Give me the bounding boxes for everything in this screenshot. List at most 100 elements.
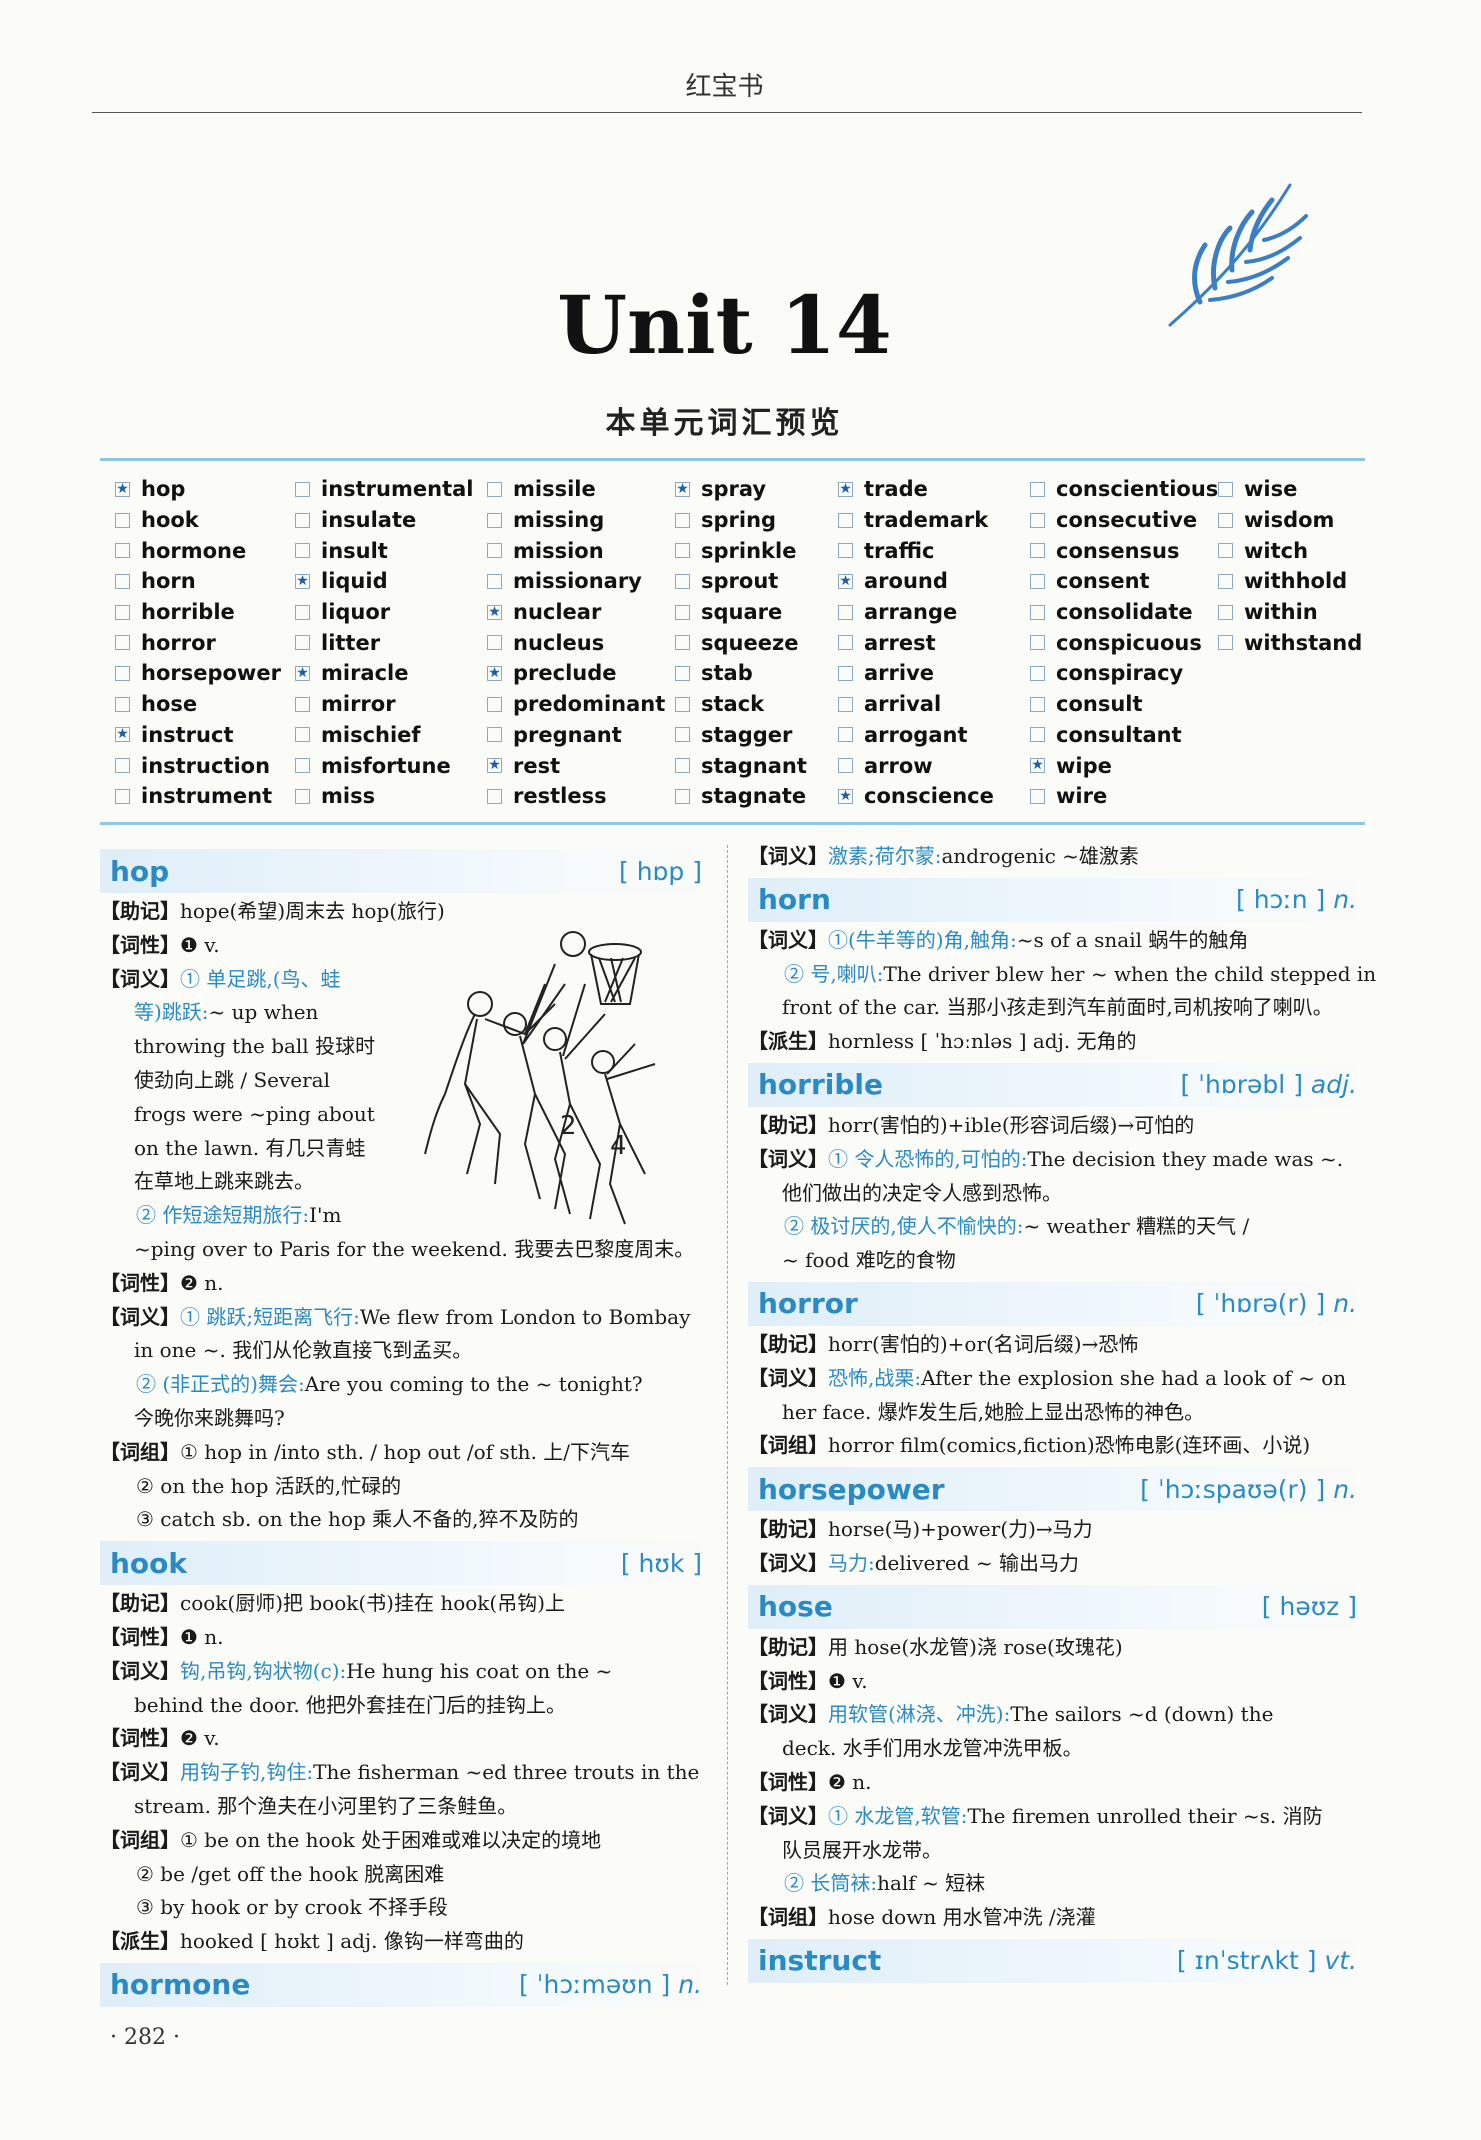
preview-word-item: ★ wipe [1030, 750, 1218, 781]
preview-word-item: sprout [675, 566, 807, 597]
entry-line: front of the car. 当那小孩走到汽车前面时,司机按响了喇叭。 [748, 991, 1365, 1025]
checkbox-icon [487, 696, 502, 712]
checkbox-icon [1030, 543, 1045, 559]
preview-word-item: wisdom [1218, 505, 1362, 536]
preview-word-item: missile [487, 474, 665, 505]
preview-word-item: missing [487, 505, 665, 536]
preview-word: nuclear [513, 600, 602, 625]
entry-line: 【词组】① be on the hook 处于困难或难以决定的境地 [100, 1824, 710, 1858]
checkbox-icon [115, 604, 130, 620]
preview-column: conscientious consecutive consensus consent… [1030, 474, 1218, 812]
field-tag: 【助记】 [748, 1112, 828, 1137]
preview-word: consensus [1056, 538, 1180, 563]
checkbox-icon [1030, 727, 1045, 743]
preview-word: wise [1244, 477, 1298, 502]
phonetic: [ hɔːn ] n. [1236, 885, 1357, 914]
entry-text: on the lawn. 有几只青蛙 [134, 1135, 366, 1160]
preview-word-item: mischief [295, 720, 473, 751]
checkbox-icon [487, 543, 502, 559]
preview-word-item: instruction [115, 750, 281, 781]
entry-line: 【派生】hornless [ ˈhɔːnləs ] adj. 无角的 [748, 1025, 1365, 1059]
preview-word-item: stagger [675, 720, 807, 751]
checkbox-icon [1030, 512, 1045, 528]
checkbox-icon [675, 758, 690, 774]
entry-text: ~ up when [208, 1000, 319, 1025]
entry-line: 【词义】① 水龙管,软管:The firemen unrolled their … [748, 1800, 1365, 1834]
entry-text: 用 hose(水龙管)浇 rose(玫瑰花) [828, 1634, 1123, 1659]
preview-word: arrange [864, 600, 958, 625]
entry-text: horr(害怕的)+or(名词后缀)→恐怖 [828, 1331, 1139, 1356]
checkbox-icon [487, 788, 502, 804]
entry-line: 【词性】❶ n. [100, 1621, 710, 1655]
vocabulary-preview-title: 本单元词汇预览 [605, 406, 844, 441]
entry-text: After the explosion she had a look of ~ … [921, 1365, 1347, 1390]
definition-cn: 用钩子钓,钩住: [180, 1760, 314, 1785]
entry-line: deck. 水手们用水龙管冲洗甲板。 [748, 1732, 1365, 1766]
preview-word-item: mission [487, 535, 665, 566]
checkbox-icon [487, 481, 502, 497]
checkbox-icon [675, 543, 690, 559]
left-entry-column: hop[ hɒp ] 【助记】hope(希望)周末去 hop(旅行) 【词性】❶ v… [100, 845, 710, 2009]
preview-word-item: horn [115, 566, 281, 597]
preview-word-item: consolidate [1030, 597, 1218, 628]
column-divider [727, 845, 728, 1985]
field-tag: 【词义】 [100, 1304, 180, 1329]
preview-word: squeeze [701, 630, 799, 655]
field-tag: 【派生】 [100, 1929, 180, 1954]
preview-word: consult [1056, 692, 1143, 717]
entry-line: 【词义】钩,吊钩,钩状物(c):He hung his coat on the … [100, 1655, 710, 1689]
field-tag: 【词组】 [100, 1827, 180, 1852]
checkbox-icon [1218, 543, 1233, 559]
entry-line: 等)跳跃:~ up when [100, 996, 710, 1030]
preview-word-item: stab [675, 658, 807, 689]
entry-text: front of the car. 当那小孩走到汽车前面时,司机按响了喇叭。 [782, 995, 1333, 1020]
entry-line: ② 长筒袜:half ~ 短袜 [748, 1867, 1365, 1901]
preview-word-item: restless [487, 781, 665, 812]
star-checkbox-icon: ★ [838, 572, 853, 589]
entry-line: in one ~. 我们从伦敦直接飞到孟买。 [100, 1334, 710, 1368]
preview-column: ★ spray spring sprinkle sprout square squeeze s… [675, 474, 807, 812]
checkbox-icon [1218, 635, 1233, 651]
preview-word: preclude [513, 661, 617, 686]
basketball-players-illustration: 2 4 [424, 931, 656, 1225]
preview-word-item: within [1218, 597, 1362, 628]
phonetic-text: [ həʊz ] [1261, 1592, 1357, 1622]
preview-word-item: ★ hop [115, 474, 281, 505]
checkbox-icon [115, 665, 130, 681]
definition-cn: ② 作短途短期旅行: [136, 1203, 310, 1228]
preview-word-item: arrival [838, 689, 994, 720]
preview-word: missionary [513, 569, 642, 594]
preview-word: hook [141, 508, 199, 533]
preview-word-item: nucleus [487, 627, 665, 658]
entry-line: 【词义】① 令人恐怖的,可怕的:The decision they made w… [748, 1143, 1365, 1177]
entry-header: instruct [ ɪnˈstrʌkt ] vt. [748, 1938, 1365, 1983]
entry-text: ② be /get off the hook 脱离困难 [136, 1861, 445, 1886]
running-header: 红宝书 [685, 72, 764, 102]
preview-word: liquor [321, 600, 391, 625]
definition-cn: ① 单足跳,(鸟、蛙 [180, 966, 341, 991]
preview-word: consecutive [1056, 508, 1198, 533]
preview-word: hormone [141, 538, 247, 563]
field-tag: 【词义】 [748, 1803, 828, 1828]
entry-line: 【词性】❶ v. [748, 1665, 1365, 1699]
preview-word: missile [513, 477, 596, 502]
checkbox-icon [675, 727, 690, 743]
preview-word: conscientious [1056, 477, 1219, 502]
entry-text: ❷ n. [180, 1270, 224, 1295]
part-of-speech: n. [1333, 1474, 1357, 1504]
preview-word-item: ★ rest [487, 750, 665, 781]
part-of-speech: n. [678, 1970, 702, 2000]
checkbox-icon [675, 788, 690, 804]
preview-word: trade [864, 477, 928, 502]
phonetic-text: [ hɔːn ] [1236, 885, 1326, 915]
entry-text: ❶ v. [180, 932, 220, 957]
preview-word-item: horror [115, 627, 281, 658]
preview-word: arrogant [864, 722, 968, 747]
preview-word: withhold [1244, 569, 1348, 594]
entry-line: 在草地上跳来跳去。 [100, 1165, 710, 1199]
entry-header: hook [ hʊk ] [100, 1541, 710, 1586]
checkbox-icon [115, 512, 130, 528]
preview-word-item: ★ conscience [838, 781, 994, 812]
entry-text: stream. 那个渔夫在小河里钓了三条鲑鱼。 [134, 1793, 518, 1818]
checkbox-icon [295, 512, 310, 528]
